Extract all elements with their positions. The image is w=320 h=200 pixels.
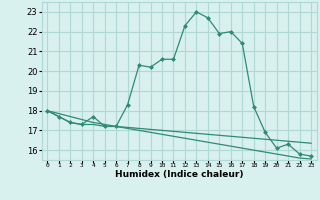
X-axis label: Humidex (Indice chaleur): Humidex (Indice chaleur)	[115, 170, 244, 179]
